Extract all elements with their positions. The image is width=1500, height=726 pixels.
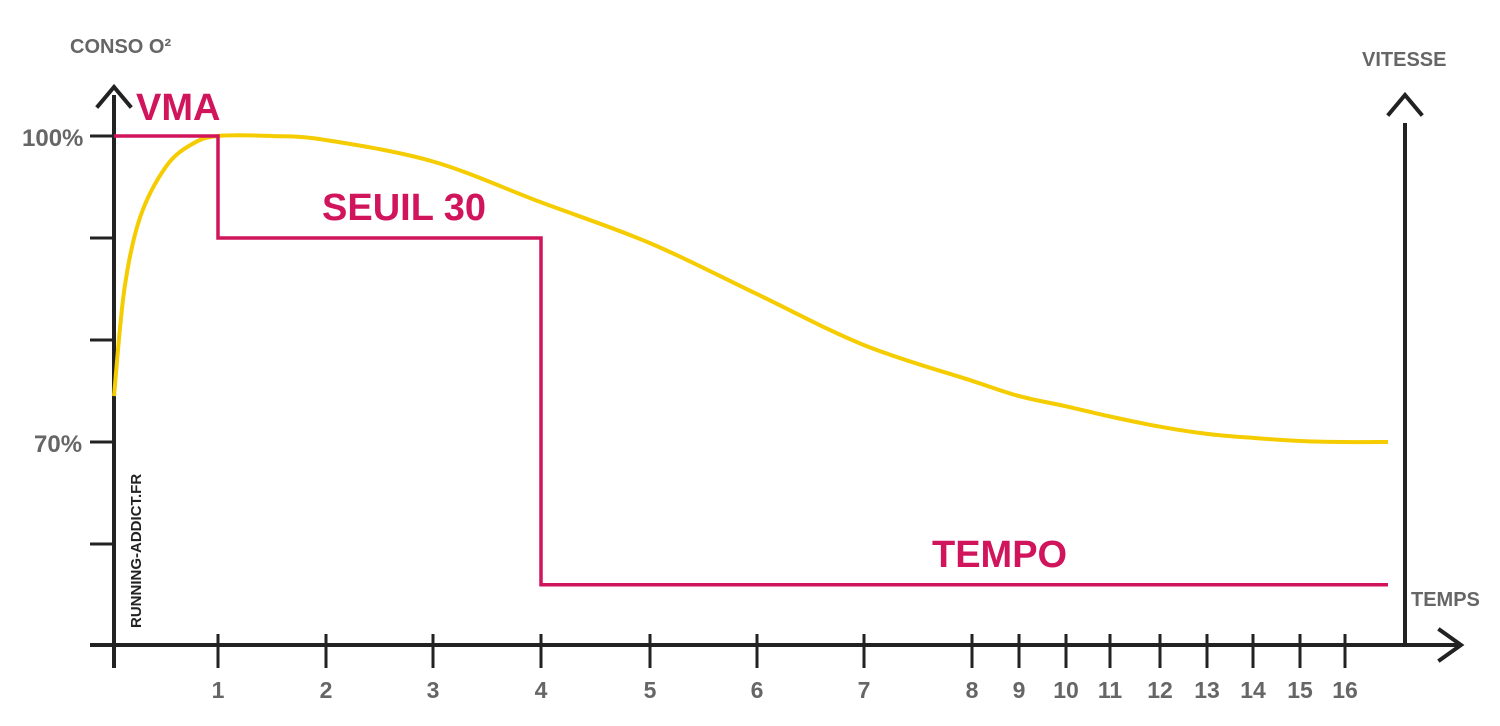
x-tick-label: 4 [535, 677, 548, 703]
y2-axis-title: VITESSE [1362, 49, 1446, 71]
x-tick-label: 13 [1194, 677, 1220, 703]
label-vma: VMA [136, 87, 220, 129]
watermark-text: RUNNING-ADDICT.FR [128, 474, 145, 628]
y-ticks [90, 134, 114, 546]
y-axis-right-arrow [1386, 91, 1424, 117]
x-tick-label: 11 [1098, 677, 1123, 703]
x-tick-label: 16 [1332, 677, 1358, 703]
x-tick-label: 3 [427, 677, 440, 703]
y-tick-label-100: 100% [22, 125, 83, 152]
y-axis-title: CONSO O² [70, 36, 171, 58]
x-axis-title: TEMPS [1411, 589, 1480, 611]
label-seuil-30: SEUIL 30 [322, 187, 486, 229]
label-tempo: TEMPO [932, 534, 1067, 576]
x-tick-label: 9 [1013, 677, 1026, 703]
x-tick-label: 1 [212, 677, 225, 703]
x-tick-label: 5 [644, 677, 657, 703]
x-tick-label: 8 [966, 677, 979, 703]
x-tick-label: 7 [858, 677, 871, 703]
x-tick-label: 12 [1147, 677, 1173, 703]
x-tick-label: 2 [320, 677, 333, 703]
y-tick-label-70: 70% [34, 431, 82, 458]
x-tick-label: 6 [751, 677, 764, 703]
x-tick-label: 14 [1240, 677, 1266, 703]
series-line-o2-consumption [112, 133, 1389, 445]
x-axis-arrow [1437, 627, 1465, 663]
x-tick-label: 10 [1053, 677, 1079, 703]
x-tick-label: 15 [1287, 677, 1313, 703]
y-axis-left-arrow [95, 83, 133, 109]
series-line-speed [114, 134, 1388, 587]
x-ticks: 1 2 3 4 5 6 7 8 9 10 11 12 13 14 15 16 [112, 634, 1358, 703]
series-layer [112, 133, 1389, 587]
